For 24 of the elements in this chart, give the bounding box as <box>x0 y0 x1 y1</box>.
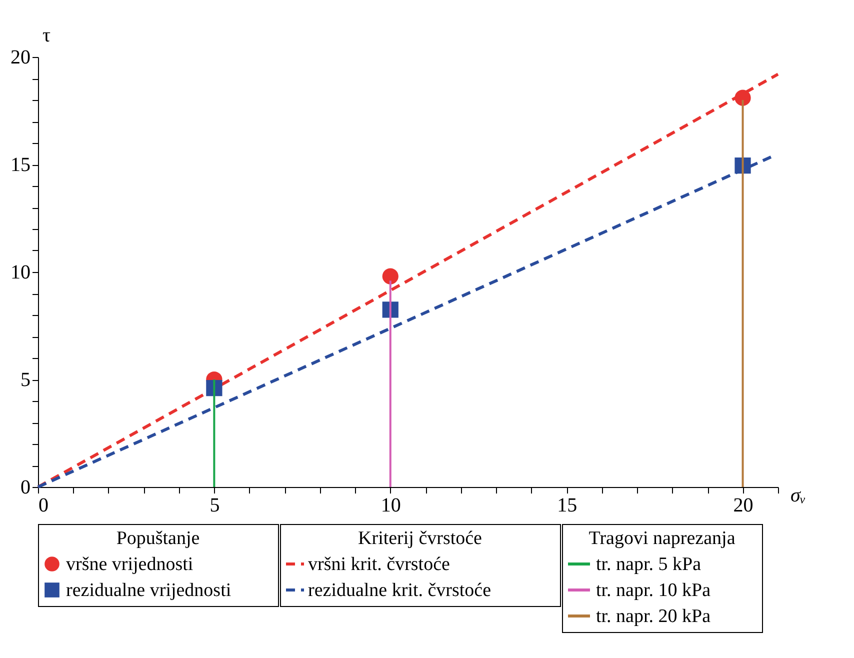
x-tick-label: 20 <box>733 494 754 516</box>
x-tick-label: 5 <box>210 494 220 516</box>
text: Popuštanje <box>116 528 200 549</box>
legend-label: vršne vrijednosti <box>66 554 194 575</box>
legend-label: tr. napr. 5 kPa <box>596 554 702 575</box>
text: Kriterij čvrstoće <box>358 528 482 549</box>
y-tick-label: 10 <box>10 262 30 284</box>
y-tick-label: 5 <box>20 369 30 391</box>
y-tick-label: 0 <box>20 476 30 498</box>
x-tick-label: 15 <box>557 494 578 516</box>
y-axis-title: τ <box>42 24 51 46</box>
text: Tragovi naprezanja <box>588 528 736 549</box>
legend-label: rezidualne krit. čvrstoće <box>308 580 492 601</box>
legend-label: tr. napr. 10 kPa <box>596 580 712 601</box>
x-tick-label: 0 <box>38 494 48 516</box>
y-tick-label: 20 <box>10 46 30 68</box>
y-tick-label: 15 <box>10 154 30 176</box>
legend-label: vršni krit. čvrstoće <box>308 554 450 575</box>
point <box>734 90 751 106</box>
x-tick-label: 10 <box>380 494 401 516</box>
x-axis-title: σᵥ <box>790 484 806 506</box>
legend-label: tr. napr. 20 kPa <box>596 606 712 627</box>
legend-label: rezidualne vrijednosti <box>66 580 232 601</box>
point <box>382 268 398 284</box>
